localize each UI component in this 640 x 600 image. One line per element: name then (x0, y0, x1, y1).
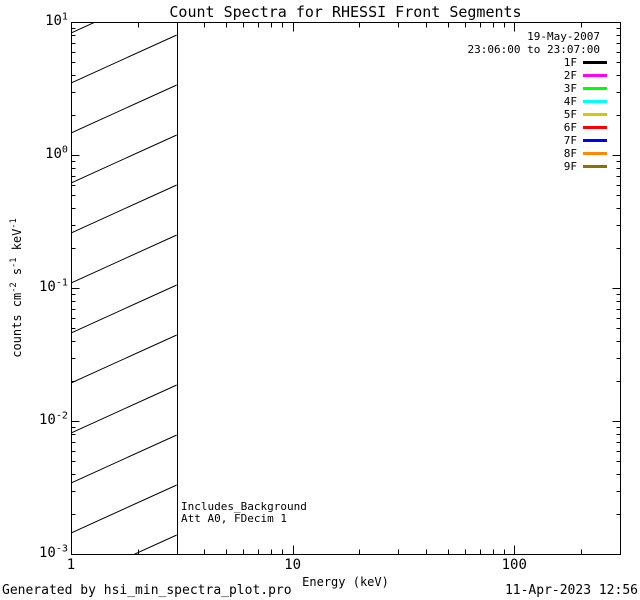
y-tick-label: 10-3 (39, 543, 68, 561)
legend-entry: 4F (468, 95, 607, 108)
legend-entry-label: 2F (563, 69, 577, 82)
x-tick-label: 100 (501, 557, 527, 573)
x-tick-label: 1 (66, 557, 76, 573)
x-axis-label: Energy (keV) (302, 575, 389, 589)
legend-color-swatch (583, 113, 607, 116)
legend-entry-label: 4F (563, 95, 577, 108)
legend-color-swatch (583, 152, 607, 155)
legend-color-swatch (583, 139, 607, 142)
legend-entry: 3F (468, 82, 607, 95)
hatch-lines (71, 22, 177, 554)
legend: 19-May-2007 23:06:00 to 23:07:00 1F 2F 3F 4… (468, 30, 607, 173)
legend-entry: 2F (468, 69, 607, 82)
legend-entry-label: 7F (563, 134, 577, 147)
footer-timestamp: 11-Apr-2023 12:56 (504, 583, 638, 598)
annotation-attenuator-state: Att A0, FDecim 1 (181, 512, 287, 525)
y-tick-label: 101 (45, 11, 68, 29)
legend-color-swatch (583, 87, 607, 90)
legend-entry: 5F (468, 108, 607, 121)
legend-entry: 6F (468, 121, 607, 134)
legend-time-range: 23:06:00 to 23:07:00 (467, 43, 600, 56)
x-tick-label: 10 (284, 557, 302, 573)
y-tick-label: 10-2 (39, 410, 68, 428)
legend-color-swatch (583, 61, 607, 64)
footer-generator-credit: Generated by hsi_min_spectra_plot.pro (2, 583, 292, 598)
legend-entry: 1F (468, 56, 607, 69)
legend-entry-label: 8F (563, 147, 577, 160)
legend-entry-label: 5F (563, 108, 577, 121)
legend-color-swatch (583, 165, 607, 168)
legend-entries: 1F 2F 3F 4F 5F 6F 7F 8F 9F (468, 56, 607, 173)
legend-entry-label: 1F (563, 56, 577, 69)
chart-title: Count Spectra for RHESSI Front Segments (169, 3, 522, 21)
legend-entry-label: 9F (563, 160, 577, 173)
legend-date: 19-May-2007 (527, 30, 600, 43)
legend-color-swatch (583, 74, 607, 77)
legend-color-swatch (583, 100, 607, 103)
legend-color-swatch (583, 126, 607, 129)
annotation-includes-background: Includes_Background (181, 500, 307, 513)
y-tick-label: 10-1 (39, 277, 68, 295)
axes-and-ticks (71, 22, 621, 555)
legend-entry: 7F (468, 134, 607, 147)
y-tick-label: 100 (45, 144, 68, 162)
legend-entry: 8F (468, 147, 607, 160)
legend-entry: 9F (468, 160, 607, 173)
y-axis-label: counts cm-2 s-1 keV-1 (9, 218, 24, 358)
legend-entry-label: 3F (563, 82, 577, 95)
legend-entry-label: 6F (563, 121, 577, 134)
